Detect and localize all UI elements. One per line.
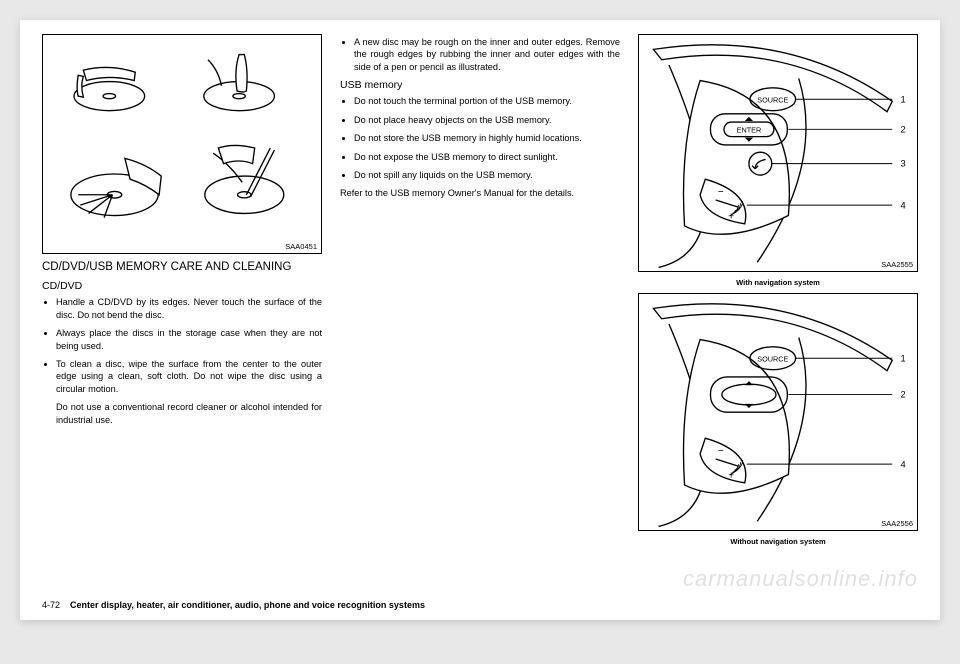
- column-2: A new disc may be rough on the inner and…: [340, 34, 620, 589]
- callout-3: 3: [901, 159, 906, 169]
- page-footer: 4-72 Center display, heater, air conditi…: [42, 600, 425, 610]
- figure-id: SAA2556: [881, 519, 913, 528]
- callout-1: 1: [901, 353, 906, 363]
- bullet-item: Do not place heavy objects on the USB me…: [354, 114, 620, 126]
- heading-main: CD/DVD/USB MEMORY CARE AND CLEANING: [42, 260, 322, 274]
- section-title: Center display, heater, air conditioner,…: [70, 600, 425, 610]
- bullet-item: A new disc may be rough on the inner and…: [354, 36, 620, 73]
- bullet-item: Do not store the USB memory in highly hu…: [354, 132, 620, 144]
- columns: SAA0451 CD/DVD/USB MEMORY CARE AND CLEAN…: [42, 34, 918, 589]
- bullet-item: Do not spill any liquids on the USB memo…: [354, 169, 620, 181]
- callout-2: 2: [901, 124, 906, 134]
- svg-text:−: −: [718, 187, 724, 198]
- figure-id: SAA2555: [881, 260, 913, 269]
- callout-2: 2: [901, 390, 906, 400]
- callout-4: 4: [901, 200, 906, 210]
- usb-note: Refer to the USB memory Owner's Manual f…: [340, 187, 620, 199]
- heading-sub-cddvd: CD/DVD: [42, 280, 322, 292]
- bullet-item: Handle a CD/DVD by its edges. Never touc…: [56, 296, 322, 321]
- svg-text:−: −: [718, 446, 724, 457]
- callout-4: 4: [901, 459, 906, 469]
- figure-id: SAA0451: [285, 242, 317, 251]
- disc-edge-bullets: A new disc may be rough on the inner and…: [340, 36, 620, 73]
- cddvd-note: Do not use a conventional record cleaner…: [56, 401, 322, 426]
- callout-1: 1: [901, 94, 906, 104]
- cddvd-bullets: Handle a CD/DVD by its edges. Never touc…: [42, 296, 322, 395]
- bullet-item: To clean a disc, wipe the surface from t…: [56, 358, 322, 395]
- bullet-item: Do not touch the terminal portion of the…: [354, 95, 620, 107]
- column-3: SOURCE ENTER − +: [638, 34, 918, 589]
- source-label: SOURCE: [757, 354, 788, 363]
- figure-wheel-without-nav: SOURCE − +: [638, 293, 918, 531]
- source-label: SOURCE: [757, 95, 788, 104]
- column-1: SAA0451 CD/DVD/USB MEMORY CARE AND CLEAN…: [42, 34, 322, 589]
- caption-with-nav: With navigation system: [638, 278, 918, 287]
- caption-without-nav: Without navigation system: [638, 537, 918, 546]
- figure-wheel-with-nav: SOURCE ENTER − +: [638, 34, 918, 272]
- wheel-nonav-svg: SOURCE − +: [643, 298, 913, 533]
- figure-disc-handling: SAA0451: [42, 34, 322, 254]
- usb-bullets: Do not touch the terminal portion of the…: [340, 95, 620, 181]
- watermark: carmanualsonline.info: [683, 566, 918, 592]
- disc-handling-svg: [47, 39, 317, 257]
- enter-label: ENTER: [737, 125, 762, 134]
- page-number: 4-72: [42, 600, 60, 610]
- bullet-item: Do not expose the USB memory to direct s…: [354, 151, 620, 163]
- wheel-nav-svg: SOURCE ENTER − +: [643, 39, 913, 274]
- manual-page: SAA0451 CD/DVD/USB MEMORY CARE AND CLEAN…: [20, 20, 940, 620]
- heading-sub-usb: USB memory: [340, 79, 620, 91]
- bullet-item: Always place the discs in the storage ca…: [56, 327, 322, 352]
